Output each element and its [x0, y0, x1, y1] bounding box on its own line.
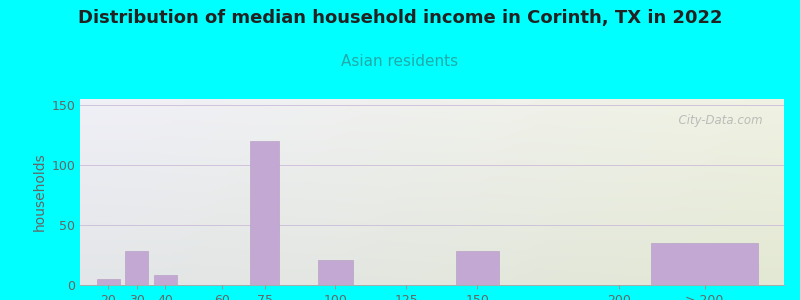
Bar — [456, 251, 498, 285]
Text: City-Data.com: City-Data.com — [671, 114, 763, 127]
Bar — [97, 279, 120, 285]
Bar — [318, 260, 353, 285]
Bar — [126, 251, 148, 285]
Y-axis label: households: households — [33, 153, 47, 231]
Bar — [650, 243, 758, 285]
Bar — [250, 141, 278, 285]
Bar — [154, 275, 177, 285]
Text: Distribution of median household income in Corinth, TX in 2022: Distribution of median household income … — [78, 9, 722, 27]
Text: Asian residents: Asian residents — [342, 54, 458, 69]
